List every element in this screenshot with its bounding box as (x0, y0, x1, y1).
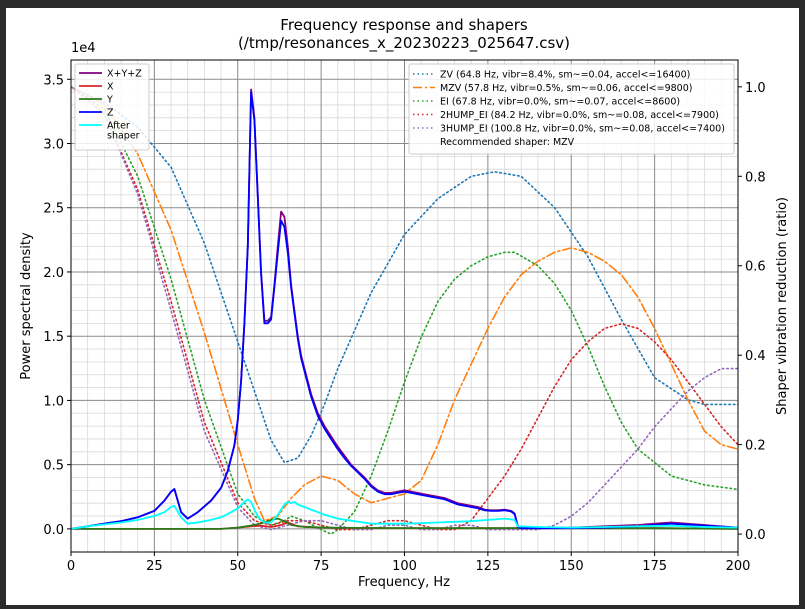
y2-axis-label: Shaper vibration reduction (ratio) (775, 197, 790, 415)
x-tick-label: 200 (726, 559, 751, 574)
chart-title: Frequency response and shapers (280, 16, 528, 34)
x-tick-label: 50 (229, 559, 246, 574)
y-tick-label: 2.0 (43, 266, 64, 281)
legend-shapers: ZV (64.8 Hz, vibr=8.4%, sm~=0.04, accel<… (408, 63, 735, 155)
x-tick-label: 100 (392, 559, 417, 574)
legend-shaper-label: MZV (57.8 Hz, vibr=0.5%, sm~=0.06, accel… (440, 83, 692, 94)
figure-frame: 0 25 50 75 100 125 150 175 200 0.0 0.5 1.0 1.5 2.0 2.5… (6, 8, 799, 605)
y-tick-label: 0.0 (43, 523, 64, 538)
y2-tick-label: 0.8 (745, 170, 766, 185)
recommended-shaper-label: Recommended shaper: MZV (440, 137, 575, 148)
legend-shapers-box (408, 63, 735, 155)
psd-line-4 (71, 498, 738, 530)
legend-psd-label: X (107, 82, 114, 93)
y2-tick-label: 0.4 (745, 349, 766, 364)
x-axis-label: Frequency, Hz (358, 575, 450, 590)
x-tick-label: 125 (475, 559, 500, 574)
y-tick-label: 3.0 (43, 137, 64, 152)
y2-tick-label: 1.0 (745, 81, 766, 96)
x-tick-label: 75 (313, 559, 330, 574)
x-tick-label: 25 (146, 559, 163, 574)
chart-subtitle: (/tmp/resonances_x_20230223_025647.csv) (238, 34, 570, 53)
x-tick-label: 0 (67, 559, 75, 574)
psd-line-3 (71, 91, 738, 530)
y-tick-label: 1.5 (43, 330, 64, 345)
legend-shaper-label: EI (67.8 Hz, vibr=0.0%, sm~=0.07, accel<… (440, 97, 680, 108)
y-tick-label: 1.0 (43, 394, 64, 409)
chart-svg: 0 25 50 75 100 125 150 175 200 0.0 0.5 1.0 1.5 2.0 2.5… (19, 16, 790, 590)
y2-tick-label: 0.2 (745, 439, 766, 454)
y-tick-label: 3.5 (43, 73, 64, 88)
y2-tick-label: 0.0 (745, 528, 766, 543)
y-tick-label: 0.5 (43, 459, 64, 474)
y-axis-label: Power spectral density (19, 232, 34, 380)
shaper-line-0 (71, 86, 738, 464)
shaper-line-1 (71, 86, 738, 522)
x-tick-label: 175 (642, 559, 667, 574)
legend-psd-label: shaper (107, 131, 140, 142)
axes: 0 25 50 75 100 125 150 175 200 0.0 0.5 1.0 1.5 2.0 2.5… (43, 73, 765, 574)
legend-psd-label: Z (107, 108, 114, 119)
shaper-line-2 (71, 86, 738, 536)
psd-curves (71, 88, 738, 530)
legend-shaper-label: 2HUMP_EI (84.2 Hz, vibr=0.0%, sm~=0.08, … (440, 110, 719, 121)
legend-shaper-label: ZV (64.8 Hz, vibr=8.4%, sm~=0.04, accel<… (440, 70, 690, 81)
shaper-line-3 (71, 86, 738, 531)
legend-shaper-label: 3HUMP_EI (100.8 Hz, vibr=0.0%, sm~=0.08,… (440, 124, 725, 135)
y-offset-text: 1e4 (71, 41, 96, 56)
y-tick-label: 2.5 (43, 202, 64, 217)
legend-psd-label: After (107, 121, 130, 132)
legend-psd-label: X+Y+Z (107, 69, 142, 80)
y2-tick-label: 0.6 (745, 260, 766, 275)
x-tick-label: 150 (559, 559, 584, 574)
legend-psd-label: Y (106, 95, 113, 106)
